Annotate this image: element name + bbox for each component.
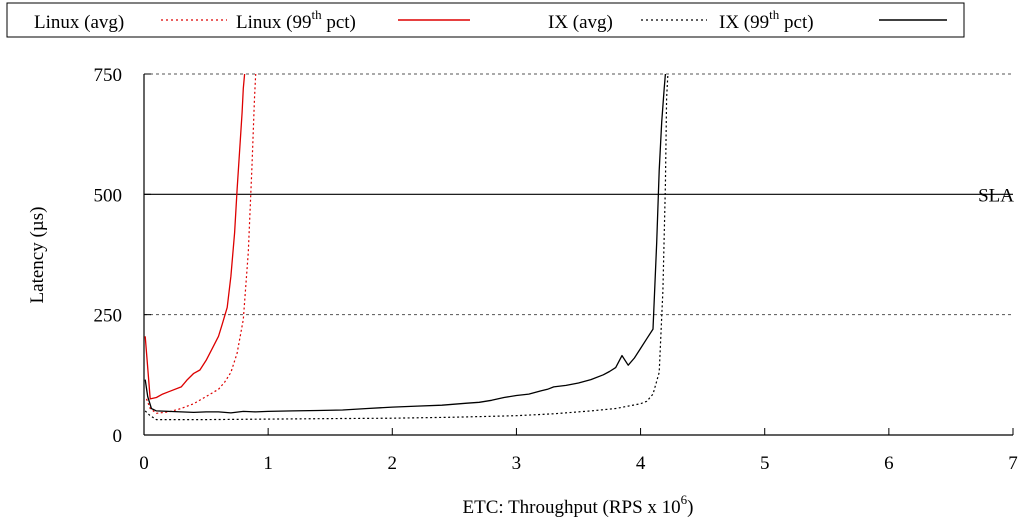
legend-box: [6, 2, 965, 38]
y-tick-label-750: 750: [94, 65, 123, 86]
legend-label-linux-avg: Linux (avg): [34, 12, 124, 33]
series-line-1: [144, 73, 246, 400]
series-line-0: [145, 73, 257, 414]
legend-item-linux-avg: Linux (avg): [34, 12, 227, 33]
x-tick-label-5: 5: [760, 453, 770, 474]
legend-item-ix-99: IX (99th pct): [719, 7, 947, 33]
sla-layer: SLA: [144, 185, 1014, 206]
y-tick-label-0: 0: [113, 426, 123, 447]
x-tick-label-4: 4: [636, 453, 646, 474]
x-tick-label-3: 3: [512, 453, 522, 474]
x-tick-label-0: 0: [139, 453, 149, 474]
x-tick-label-2: 2: [388, 453, 398, 474]
legend-item-ix-avg: IX (avg): [548, 12, 707, 33]
y-tick-label-250: 250: [94, 306, 123, 327]
x-axis-label: ETC: Throughput (RPS x 106): [463, 492, 694, 518]
gridlines: [144, 73, 1013, 316]
legend-label-linux-99: Linux (99th pct): [236, 7, 356, 33]
sla-label: SLA: [978, 185, 1014, 206]
y-ticks: 0 250 500 750: [94, 65, 151, 447]
series-layer: [144, 73, 669, 421]
axes: [143, 74, 1013, 436]
y-axis-label: Latency (µs): [27, 207, 48, 304]
x-ticks: 0 1 2 3 4 5 6 7: [139, 428, 1018, 474]
x-tick-label-1: 1: [263, 453, 273, 474]
x-tick-label-7: 7: [1008, 453, 1018, 474]
legend-label-ix-99: IX (99th pct): [719, 7, 814, 33]
x-tick-label-6: 6: [884, 453, 894, 474]
series-line-2: [144, 73, 669, 421]
legend-item-linux-99: Linux (99th pct): [236, 7, 470, 33]
legend-label-ix-avg: IX (avg): [548, 12, 613, 33]
y-tick-label-500: 500: [94, 185, 123, 206]
legend: Linux (avg) Linux (99th pct) IX (avg) IX…: [6, 2, 965, 38]
series-line-3: [144, 73, 667, 414]
